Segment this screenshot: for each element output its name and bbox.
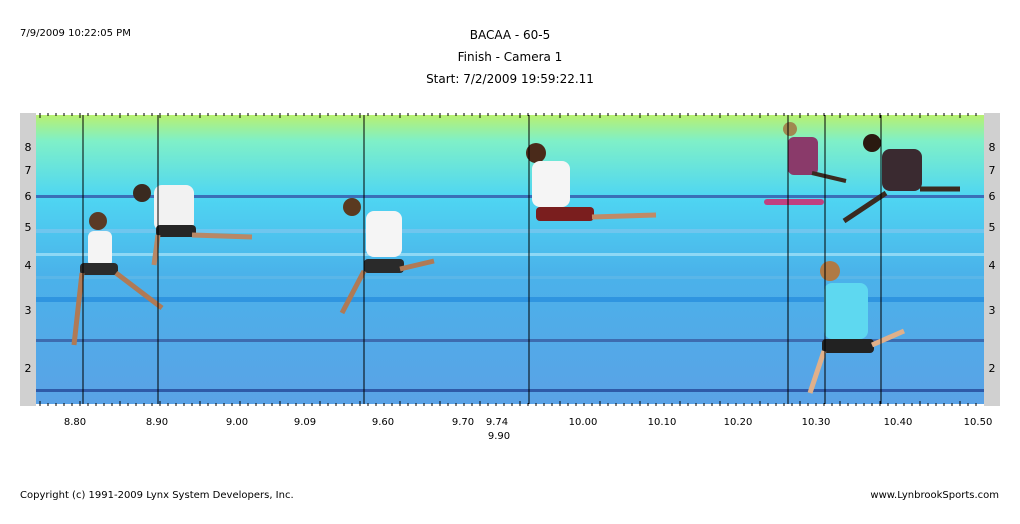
time-tick-label: 9.09 xyxy=(294,417,316,428)
track-image xyxy=(36,115,984,404)
lane-numbers-right: 8 7 6 5 4 3 2 xyxy=(989,141,996,375)
copyright-text: Copyright (c) 1991-2009 Lynx System Deve… xyxy=(20,490,294,501)
title-block: BACAA - 60-5 Finish - Camera 1 Start: 7/… xyxy=(0,24,1020,90)
athlete-lane-3-right xyxy=(807,261,906,394)
time-axis: 8.80 8.90 9.00 9.09 9.60 9.70 9.74 10.00… xyxy=(0,410,1020,444)
left-lane-panel xyxy=(20,113,36,406)
lane-label-right-4: 4 xyxy=(989,259,996,272)
finish-photo: 8 7 6 5 4 3 2 xyxy=(20,113,984,406)
right-lane-panel: 8 7 6 5 4 3 2 xyxy=(984,113,1000,406)
time-tick-label: 9.60 xyxy=(372,417,394,428)
time-axis-svg: 8.80 8.90 9.00 9.09 9.60 9.70 9.74 10.00… xyxy=(64,417,993,442)
lane-label-left-5: 5 xyxy=(25,221,32,234)
race-title: BACAA - 60-5 xyxy=(469,28,551,42)
time-tick-label: 9.00 xyxy=(226,417,248,428)
finish-lines xyxy=(82,115,882,404)
time-tick-label: 10.30 xyxy=(802,417,831,428)
lane-label-right-2: 2 xyxy=(989,362,996,375)
time-tick-label-extra: 9.90 xyxy=(488,431,510,442)
lane-label-left-6: 6 xyxy=(25,190,32,203)
finish-photo-canvas: 8 7 6 5 4 3 2 xyxy=(20,113,984,406)
time-tick-label: 9.70 xyxy=(452,417,474,428)
website-link[interactable]: www.LynbrookSports.com xyxy=(870,490,999,501)
lane-label-right-5: 5 xyxy=(989,221,996,234)
lane-label-left-7: 7 xyxy=(25,164,32,177)
lane-label-right-7: 7 xyxy=(989,164,996,177)
lane-label-left-8: 8 xyxy=(25,141,32,154)
athlete-lane-6-center xyxy=(526,143,657,221)
time-tick-label: 8.90 xyxy=(146,417,168,428)
tick-marks xyxy=(39,113,977,406)
athlete-lane-5-left xyxy=(133,184,253,266)
lane-label-left-3: 3 xyxy=(25,304,32,317)
lane-label-right-6: 6 xyxy=(989,190,996,203)
lane-label-right-8: 8 xyxy=(989,141,996,154)
lane-label-right-3: 3 xyxy=(989,304,996,317)
lane-numbers-left: 8 7 6 5 4 3 2 xyxy=(25,141,32,375)
time-tick-label: 10.00 xyxy=(569,417,598,428)
camera-label: Finish - Camera 1 xyxy=(457,50,563,64)
lane-label-left-4: 4 xyxy=(25,259,32,272)
athlete-lane-3-left xyxy=(71,212,164,346)
time-tick-label: 10.10 xyxy=(648,417,677,428)
time-tick-label: 9.74 xyxy=(486,417,508,428)
athlete-lane-7-right xyxy=(764,122,847,205)
time-tick-label: 10.50 xyxy=(964,417,993,428)
timestamp: 7/9/2009 10:22:05 PM xyxy=(20,28,131,39)
lane-label-left-2: 2 xyxy=(25,362,32,375)
time-tick-label: 8.80 xyxy=(64,417,86,428)
athlete-lane-4-mid xyxy=(339,198,435,315)
time-tick-label: 10.20 xyxy=(724,417,753,428)
athlete-lane-7-far-right xyxy=(842,134,960,224)
time-tick-label: 10.40 xyxy=(884,417,913,428)
start-time: Start: 7/2/2009 19:59:22.11 xyxy=(426,72,594,86)
lane-stripes xyxy=(36,195,984,392)
